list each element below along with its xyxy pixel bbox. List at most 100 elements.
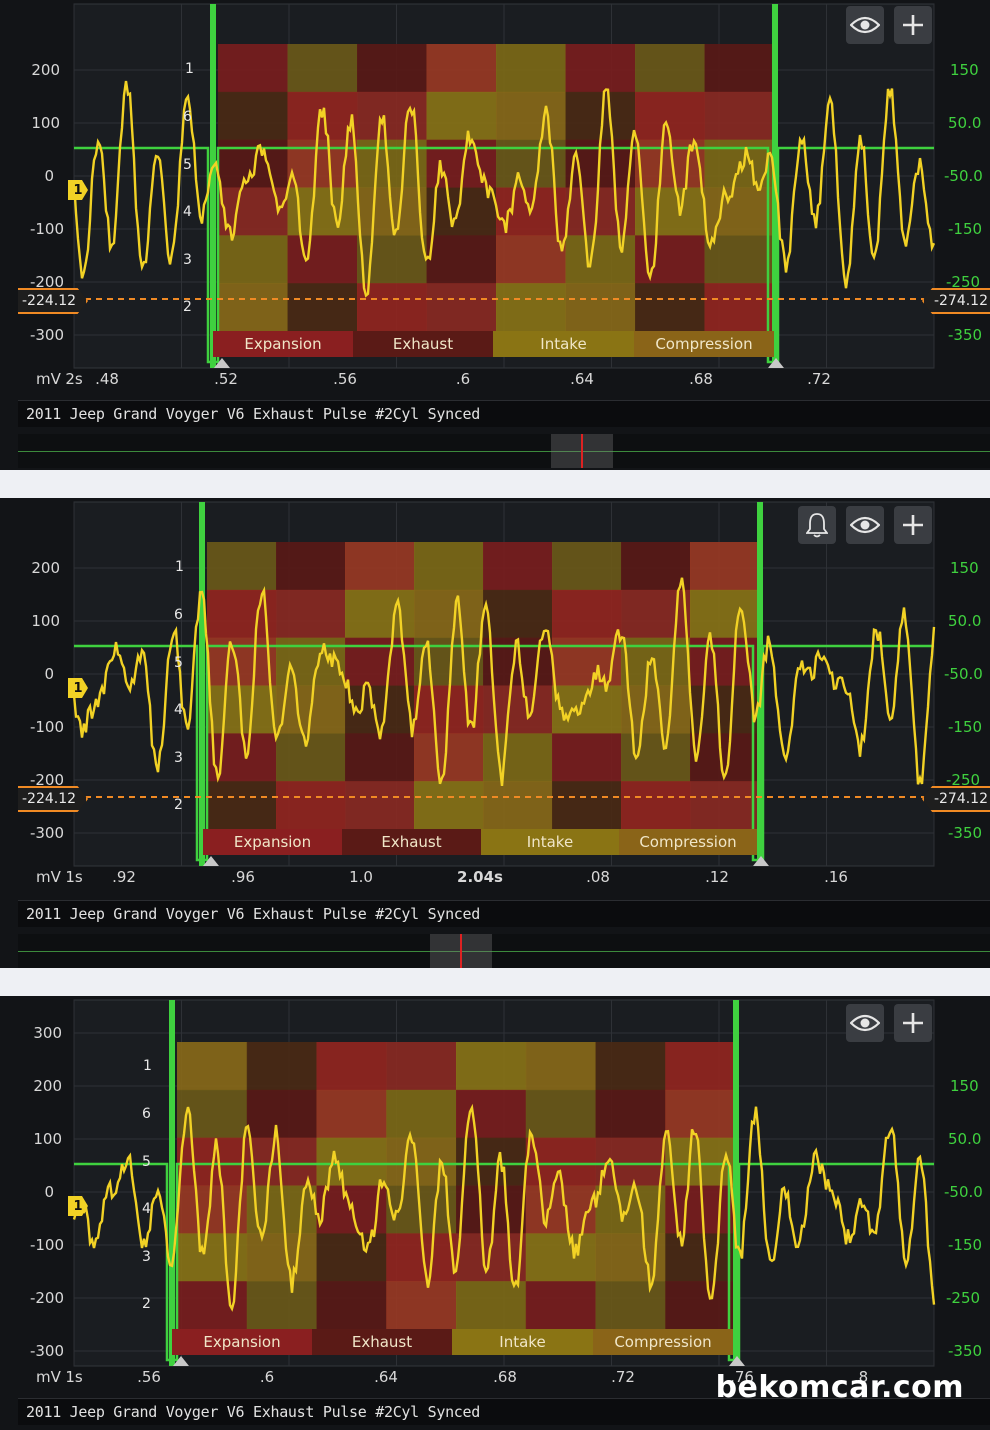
heatmap-cell [246, 1233, 317, 1282]
waveform-plot-3[interactable] [0, 996, 990, 1396]
heatmap-cell [276, 781, 346, 830]
y-tick-right: -50.0 [944, 665, 983, 683]
cylinder-label: 3 [142, 1249, 151, 1265]
cursor-left-readout[interactable]: -224.12 [18, 786, 89, 812]
y-tick-right: -350 [948, 1342, 983, 1360]
trace-title: 2011 Jeep Grand Voyger V6 Exhaust Pulse … [18, 900, 990, 927]
heatmap-cell [635, 283, 705, 332]
y-tick-left: 100 [31, 612, 60, 630]
heatmap-cell [595, 1281, 666, 1330]
heatmap-cell [207, 542, 277, 591]
cursor-left-readout[interactable]: -224.12 [18, 288, 89, 314]
heatmap-cell [621, 542, 691, 591]
heatmap-cell [426, 44, 497, 93]
x-tick: .64 [570, 370, 594, 388]
x-tick: .72 [611, 1368, 635, 1386]
heatmap-cell [287, 283, 358, 332]
sync-bar [733, 1000, 739, 1366]
y-tick-left: -200 [29, 273, 64, 291]
heatmap-cell [525, 1185, 596, 1234]
phase-expansion: Expansion [203, 829, 342, 855]
y-tick-left: -100 [29, 1236, 64, 1254]
y-tick-left: 100 [33, 1130, 62, 1148]
x-tick: .12 [705, 868, 729, 886]
eye-icon[interactable] [846, 6, 884, 44]
plus-icon[interactable] [894, 6, 932, 44]
heatmap-cell [357, 235, 427, 284]
waveform-plot-1[interactable] [0, 0, 990, 400]
y-tick-right: 150 [950, 1077, 979, 1095]
heatmap-cell [386, 1137, 457, 1186]
overview-window[interactable] [551, 434, 613, 468]
phase-intake: Intake [481, 829, 619, 855]
x-tick: .52 [214, 370, 238, 388]
channel-marker[interactable]: 1 [68, 678, 88, 698]
overview-window[interactable] [430, 934, 492, 968]
channel-marker[interactable]: 1 [68, 1196, 88, 1216]
y-tick-right: -50.0 [944, 167, 983, 185]
heatmap-cell [690, 781, 760, 830]
y-tick-left: -100 [29, 220, 64, 238]
scope-panel-3: 300 200 100 0 -100 -200 -300 150 50.0 -5… [0, 996, 990, 1430]
heatmap-cell [665, 1281, 736, 1330]
heatmap-cell [704, 91, 775, 141]
heatmap-cell [525, 1281, 596, 1330]
heatmap-cell [177, 1185, 248, 1234]
cylinder-label: 1 [175, 559, 184, 575]
y-tick-right: -250 [946, 273, 981, 291]
y-tick-left: 100 [31, 114, 60, 132]
plus-icon[interactable] [894, 506, 932, 544]
heatmap-cell [552, 733, 622, 782]
overview-strip[interactable] [18, 434, 990, 468]
heatmap-cell [456, 1281, 527, 1330]
heatmap-cell [635, 187, 705, 236]
heatmap-cell [690, 542, 760, 591]
y-tick-right: 50.0 [948, 1130, 982, 1148]
plus-icon[interactable] [894, 1004, 932, 1042]
y-tick-right: -350 [948, 824, 983, 842]
scope-panel-2: 200 100 0 -100 -200 -300 150 50.0 -50.0 … [0, 498, 990, 968]
channel-marker[interactable]: 1 [68, 180, 88, 200]
heatmap-cell [414, 589, 484, 639]
cursor-right-readout[interactable]: -274.12 [921, 288, 990, 314]
y-tick-right: -250 [946, 771, 981, 789]
y-unit-label: mV [36, 370, 61, 388]
heatmap-cell [218, 91, 288, 141]
heatmap-cell [525, 1233, 596, 1282]
y-tick-left: 0 [44, 665, 54, 683]
heatmap-cell [565, 44, 636, 93]
heatmap-cell [316, 1281, 387, 1330]
heatmap-cell [426, 91, 497, 141]
eye-icon[interactable] [846, 1004, 884, 1042]
y-tick-right: -150 [948, 718, 983, 736]
heatmap-cell [496, 91, 566, 141]
heatmap-cell [276, 589, 346, 639]
overview-strip[interactable] [18, 934, 990, 968]
cylinder-label: 6 [142, 1106, 151, 1122]
heatmap-cell [552, 542, 622, 591]
y-tick-right: 50.0 [948, 612, 982, 630]
trigger-marker [173, 1356, 189, 1366]
heatmap-cell [496, 235, 566, 284]
heatmap-cell [496, 44, 566, 93]
x-tick: .96 [231, 868, 255, 886]
waveform-plot-2[interactable] [0, 498, 990, 898]
heatmap-cell [276, 542, 346, 591]
heatmap-cell [218, 44, 288, 93]
cylinder-label: 3 [174, 750, 183, 766]
y-tick-left: 200 [31, 559, 60, 577]
bell-icon[interactable] [798, 506, 836, 544]
phase-compression: Compression [634, 331, 774, 357]
x-tick: .6 [259, 1368, 275, 1386]
heatmap-cell [621, 733, 691, 782]
phase-intake: Intake [493, 331, 634, 357]
overview-cursor [460, 934, 462, 968]
cylinder-label: 5 [174, 655, 183, 671]
eye-icon[interactable] [846, 506, 884, 544]
y-tick-right: -250 [946, 1289, 981, 1307]
heatmap-cell [635, 44, 705, 93]
heatmap-cell [414, 781, 484, 830]
cursor-right-readout[interactable]: -274.12 [921, 786, 990, 812]
heatmap-cell [552, 589, 622, 639]
phase-exhaust: Exhaust [312, 1329, 452, 1355]
